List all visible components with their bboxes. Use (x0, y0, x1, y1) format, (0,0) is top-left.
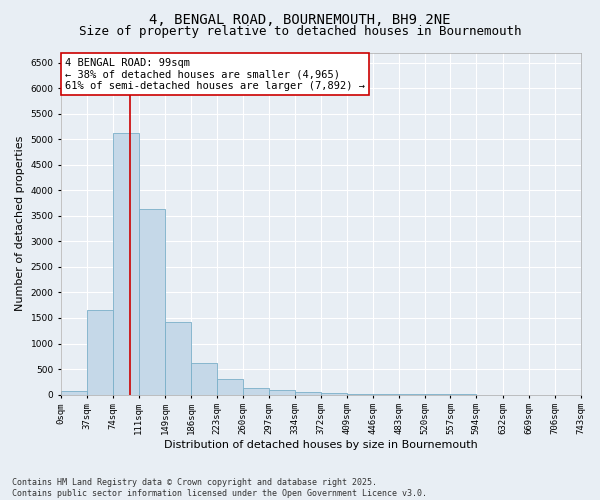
Bar (166, 322, 191, 394)
Text: Size of property relative to detached houses in Bournemouth: Size of property relative to detached ho… (79, 25, 521, 38)
Text: 4 BENGAL ROAD: 99sqm
← 38% of detached houses are smaller (4,965)
61% of semi-de: 4 BENGAL ROAD: 99sqm ← 38% of detached h… (65, 58, 365, 91)
Bar (217, 378, 243, 394)
Bar (61, 390, 87, 394)
Text: Contains HM Land Registry data © Crown copyright and database right 2025.
Contai: Contains HM Land Registry data © Crown c… (12, 478, 427, 498)
Bar (269, 390, 295, 394)
Bar (87, 310, 113, 394)
Bar (139, 208, 166, 394)
Text: 4, BENGAL ROAD, BOURNEMOUTH, BH9 2NE: 4, BENGAL ROAD, BOURNEMOUTH, BH9 2NE (149, 12, 451, 26)
Bar (191, 363, 217, 394)
Bar (295, 392, 321, 394)
Bar (113, 133, 139, 394)
X-axis label: Distribution of detached houses by size in Bournemouth: Distribution of detached houses by size … (164, 440, 478, 450)
Bar (321, 393, 347, 394)
Y-axis label: Number of detached properties: Number of detached properties (15, 136, 25, 311)
Bar (243, 388, 269, 394)
